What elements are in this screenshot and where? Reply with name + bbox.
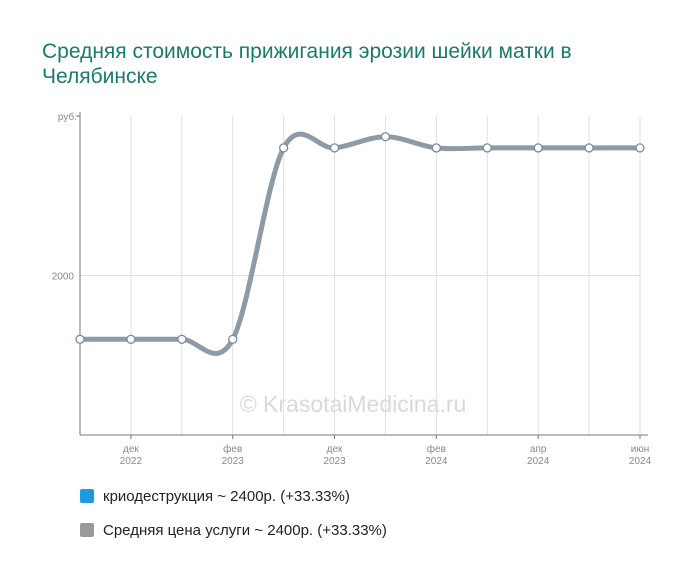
watermark: © KrasotaiMedicina.ru	[240, 391, 467, 417]
data-point	[329, 143, 340, 153]
x-tick-month-label: дек	[327, 444, 343, 455]
data-point	[584, 143, 594, 153]
data-point	[482, 143, 492, 153]
data-point	[75, 334, 85, 344]
x-tick-month-label: апр	[530, 444, 547, 455]
axes	[76, 112, 648, 439]
legend: криодеструкция ~ 2400р. (+33.33%) Средня…	[80, 486, 387, 554]
axis-labels: 2000руб.дек2022фев2023дек2023фев2024апр2…	[52, 111, 652, 467]
x-tick-year-label: 2022	[120, 456, 143, 467]
x-tick-month-label: июн	[631, 444, 650, 455]
x-tick-month-label: дек	[123, 444, 139, 455]
data-point	[278, 143, 289, 153]
legend-swatch-average	[80, 523, 94, 537]
x-tick-year-label: 2024	[629, 456, 652, 467]
legend-item-cryo[interactable]: криодеструкция ~ 2400р. (+33.33%)	[80, 486, 387, 506]
data-point	[228, 334, 238, 344]
data-point	[533, 143, 543, 153]
legend-swatch-cryo	[80, 489, 94, 503]
x-tick-month-label: фев	[427, 443, 446, 455]
grid	[80, 116, 641, 435]
chart-title: Средняя стоимость прижигания эрозии шейк…	[42, 40, 572, 88]
x-tick-year-label: 2023	[222, 456, 245, 467]
legend-label-average: Средняя цена услуги ~ 2400р. (+33.33%)	[103, 521, 387, 539]
legend-label-cryo: криодеструкция ~ 2400р. (+33.33%)	[103, 487, 350, 505]
x-tick-year-label: 2024	[425, 456, 448, 467]
y-tick-label: 2000	[52, 272, 75, 283]
legend-item-average[interactable]: Средняя цена услуги ~ 2400р. (+33.33%)	[80, 520, 387, 540]
x-tick-month-label: фев	[223, 443, 242, 455]
data-point	[177, 334, 187, 344]
data-point	[380, 132, 391, 142]
series	[75, 131, 645, 356]
series-line	[77, 131, 643, 356]
y-axis-unit-label: руб.	[58, 111, 77, 123]
data-point	[635, 143, 645, 153]
x-tick-year-label: 2023	[323, 456, 346, 467]
x-tick-year-label: 2024	[527, 456, 550, 467]
data-point	[126, 334, 136, 344]
data-point	[431, 143, 442, 153]
